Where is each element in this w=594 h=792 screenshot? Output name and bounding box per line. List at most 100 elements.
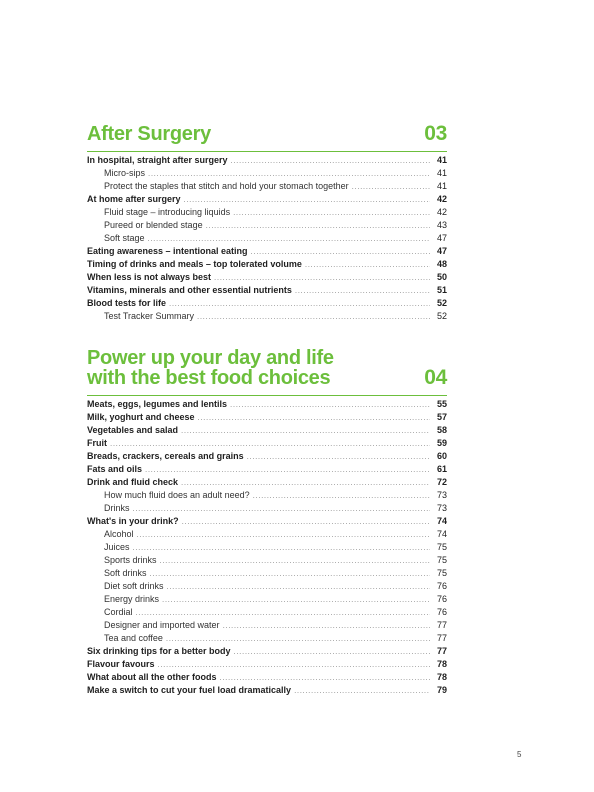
toc-entry[interactable]: Make a switch to cut your fuel load dram… (87, 684, 447, 697)
toc-entry[interactable]: Breads, crackers, cereals and grains 60 (87, 450, 447, 463)
dot-leader (158, 658, 430, 671)
toc-entry-label: At home after surgery (87, 194, 181, 204)
toc-entry[interactable]: Vegetables and salad 58 (87, 424, 447, 437)
toc-entry[interactable]: Fats and oils 61 (87, 463, 447, 476)
dot-leader (251, 245, 430, 258)
toc-subentry[interactable]: Juices 75 (87, 541, 447, 554)
toc-entry-page: 73 (436, 490, 447, 500)
toc-entry-label: Designer and imported water (104, 620, 220, 630)
toc-subentry[interactable]: Sports drinks 75 (87, 554, 447, 567)
section-divider (87, 395, 447, 396)
toc-entry-label: Diet soft drinks (104, 581, 164, 591)
toc-subentry[interactable]: Soft stage 47 (87, 232, 447, 245)
toc-entry[interactable]: Meats, eggs, legumes and lentils 55 (87, 398, 447, 411)
toc-entry-page: 52 (436, 298, 447, 308)
dot-leader (133, 541, 430, 554)
toc-entry-label: Fats and oils (87, 464, 143, 474)
toc-entry[interactable]: What's in your drink? 74 (87, 515, 447, 528)
toc-subentry[interactable]: Micro-sips 41 (87, 167, 447, 180)
toc-entry-page: 74 (436, 529, 447, 539)
toc-entry-label: Flavour favours (87, 659, 155, 669)
toc-entry-page: 43 (436, 220, 447, 230)
toc-entry[interactable]: Drink and fluid check 72 (87, 476, 447, 489)
toc-entry-label: Drinks (104, 503, 130, 513)
toc-entry-page: 57 (436, 412, 447, 422)
toc-subentry[interactable]: Drinks 73 (87, 502, 447, 515)
toc-entry[interactable]: Vitamins, minerals and other essential n… (87, 284, 447, 297)
toc-entry-page: 76 (436, 581, 447, 591)
toc-entry-page: 74 (436, 516, 447, 526)
toc-entry-page: 58 (436, 425, 447, 435)
toc-entry[interactable]: Milk, yoghurt and cheese 57 (87, 411, 447, 424)
toc-entry-label: Alcohol (104, 529, 134, 539)
toc-entry[interactable]: Blood tests for life 52 (87, 297, 447, 310)
dot-leader (223, 619, 430, 632)
toc-entry-label: Timing of drinks and meals – top tolerat… (87, 259, 302, 269)
toc-entry-page: 55 (436, 399, 447, 409)
dot-leader (231, 154, 430, 167)
toc-entry-page: 41 (436, 168, 447, 178)
dot-leader (136, 606, 430, 619)
toc-entry-label: Energy drinks (104, 594, 160, 604)
toc-subentry[interactable]: Test Tracker Summary 52 (87, 310, 447, 323)
toc-entry-label: Drink and fluid check (87, 477, 179, 487)
dot-leader (133, 502, 430, 515)
dot-leader (148, 167, 430, 180)
toc-entry-page: 72 (436, 477, 447, 487)
toc-entry[interactable]: Fruit 59 (87, 437, 447, 450)
toc-entry[interactable]: Flavour favours 78 (87, 658, 447, 671)
dot-leader (295, 284, 430, 297)
dot-leader (294, 684, 430, 697)
toc-entry-page: 60 (436, 451, 447, 461)
dot-leader (206, 219, 430, 232)
toc-subentry[interactable]: Fluid stage – introducing liquids 42 (87, 206, 447, 219)
dot-leader (352, 180, 430, 193)
toc-entry[interactable]: Eating awareness – intentional eating 47 (87, 245, 447, 258)
toc-entry[interactable]: When less is not always best 50 (87, 271, 447, 284)
toc-entry-page: 41 (436, 155, 447, 165)
toc-entry-label: Blood tests for life (87, 298, 167, 308)
toc-entry[interactable]: What about all the other foods 78 (87, 671, 447, 684)
toc-subentry[interactable]: Alcohol 74 (87, 528, 447, 541)
dot-leader (110, 437, 430, 450)
toc-subentry[interactable]: Pureed or blended stage 43 (87, 219, 447, 232)
toc-entry-label: When less is not always best (87, 272, 212, 282)
section-power-up: Power up your day and life with the best… (87, 348, 447, 697)
dot-leader (166, 632, 430, 645)
toc-entry-page: 47 (436, 233, 447, 243)
toc-entry-label: Breads, crackers, cereals and grains (87, 451, 244, 461)
toc-subentry[interactable]: Designer and imported water 77 (87, 619, 447, 632)
toc-entry-page: 48 (436, 259, 447, 269)
section-heading: Power up your day and life with the best… (87, 348, 447, 388)
dot-leader (230, 398, 430, 411)
dot-leader (214, 271, 430, 284)
toc-entry-label: Eating awareness – intentional eating (87, 246, 248, 256)
dot-leader (305, 258, 430, 271)
toc-subentry[interactable]: Soft drinks 75 (87, 567, 447, 580)
toc-subentry[interactable]: Diet soft drinks 76 (87, 580, 447, 593)
toc-list: In hospital, straight after surgery41Mic… (87, 154, 447, 323)
toc-entry[interactable]: In hospital, straight after surgery 41 (87, 154, 447, 167)
dot-leader (197, 310, 430, 323)
dot-leader (247, 450, 430, 463)
dot-leader (184, 193, 430, 206)
toc-entry[interactable]: Timing of drinks and meals – top tolerat… (87, 258, 447, 271)
toc-subentry[interactable]: Cordial 76 (87, 606, 447, 619)
toc-entry-page: 78 (436, 672, 447, 682)
toc-subentry[interactable]: Energy drinks 76 (87, 593, 447, 606)
toc-subentry[interactable]: How much fluid does an adult need? 73 (87, 489, 447, 502)
toc-entry-label: Test Tracker Summary (104, 311, 195, 321)
page-number: 5 (517, 750, 522, 759)
toc-subentry[interactable]: Tea and coffee 77 (87, 632, 447, 645)
toc-list: Meats, eggs, legumes and lentils 55 Milk, … (87, 398, 447, 697)
toc-entry-page: 47 (436, 246, 447, 256)
section-title: Power up your day and life with the best… (87, 347, 334, 389)
toc-entry-label: Pureed or blended stage (104, 220, 203, 230)
section-number: 04 (424, 366, 447, 389)
dot-leader (148, 232, 430, 245)
toc-entry-page: 75 (436, 542, 447, 552)
toc-entry[interactable]: Six drinking tips for a better body 77 (87, 645, 447, 658)
toc-entry[interactable]: At home after surgery 42 (87, 193, 447, 206)
toc-subentry[interactable]: Protect the staples that stitch and hold… (87, 180, 447, 193)
dot-leader (181, 476, 430, 489)
